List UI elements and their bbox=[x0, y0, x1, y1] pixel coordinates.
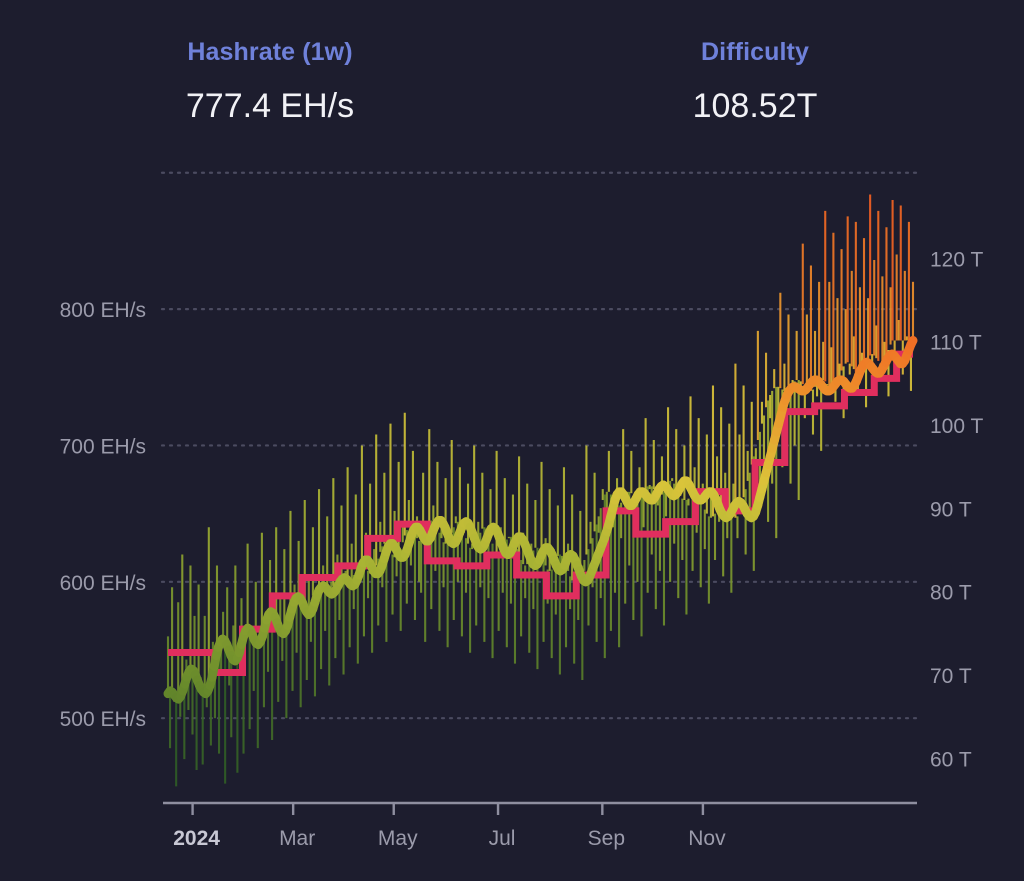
y-axis-tick-label: 700 EH/s bbox=[60, 435, 146, 458]
y2-axis-tick-label: 60 T bbox=[930, 748, 972, 771]
y2-axis-tick-label: 90 T bbox=[930, 498, 972, 521]
y2-axis-tick-label: 120 T bbox=[930, 248, 983, 271]
y-axis-tick-label: 800 EH/s bbox=[60, 299, 146, 322]
y2-axis-tick-label: 70 T bbox=[930, 665, 972, 688]
x-axis-tick-label: Sep bbox=[588, 827, 625, 850]
hashrate-daily-spikes bbox=[166, 194, 915, 787]
stat-difficulty: Difficulty 108.52T bbox=[575, 36, 935, 126]
stat-difficulty-value: 108.52T bbox=[692, 87, 818, 125]
hashrate-smooth-line bbox=[163, 335, 918, 704]
hashrate-difficulty-chart[interactable]: 500 EH/s 600 EH/s 700 EH/s 800 EH/s 60 T 70 … bbox=[0, 170, 1024, 881]
stat-hashrate-label: Hashrate (1w) bbox=[187, 38, 353, 66]
y-axis-tick-label: 500 EH/s bbox=[60, 708, 146, 731]
stat-hashrate-value: 777.4 EH/s bbox=[185, 87, 355, 125]
x-axis-labels: 2024 Mar May Jul Sep Nov bbox=[173, 827, 726, 850]
y-axis-tick-label: 600 EH/s bbox=[60, 572, 146, 595]
difficulty-step-line bbox=[168, 350, 913, 676]
stat-difficulty-label: Difficulty bbox=[701, 38, 809, 66]
x-axis-tick-label: May bbox=[378, 827, 418, 850]
y2-axis-tick-label: 80 T bbox=[930, 582, 972, 605]
y-axis-labels: 500 EH/s 600 EH/s 700 EH/s 800 EH/s bbox=[60, 299, 146, 731]
x-axis-tick-label: Jul bbox=[489, 827, 516, 850]
stats-header: Hashrate (1w) 777.4 EH/s Difficulty 108.… bbox=[0, 0, 1024, 170]
y2-axis-tick-label: 110 T bbox=[930, 332, 982, 355]
hashrate-smooth-segment bbox=[906, 335, 918, 350]
difficulty-path bbox=[168, 350, 913, 676]
axis-lines bbox=[163, 801, 917, 815]
chart-svg[interactable]: 500 EH/s 600 EH/s 700 EH/s 800 EH/s 60 T 70 … bbox=[0, 170, 1024, 881]
gridlines bbox=[160, 171, 919, 720]
y2-axis-labels: 60 T 70 T 80 T 90 T 100 T 110 T 120 T bbox=[930, 248, 983, 771]
y2-axis-tick-label: 100 T bbox=[930, 415, 983, 438]
x-axis-tick-label: 2024 bbox=[173, 827, 220, 850]
x-axis-tick-label: Nov bbox=[688, 827, 726, 850]
stat-hashrate: Hashrate (1w) 777.4 EH/s bbox=[90, 36, 450, 126]
x-axis-tick-label: Mar bbox=[279, 827, 315, 850]
